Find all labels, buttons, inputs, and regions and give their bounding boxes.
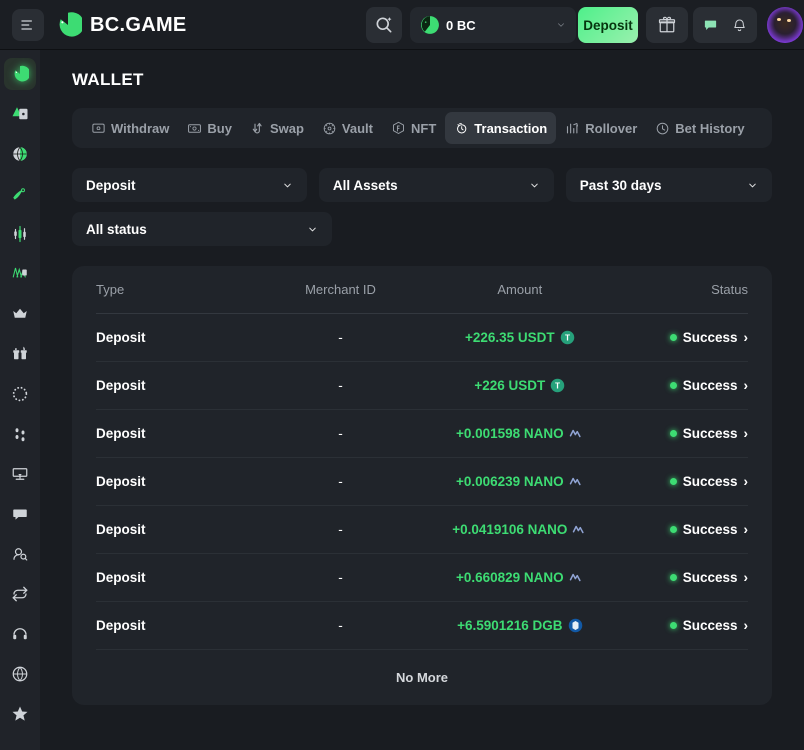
svg-text:T: T [555,382,560,391]
svg-text:T: T [565,334,570,343]
